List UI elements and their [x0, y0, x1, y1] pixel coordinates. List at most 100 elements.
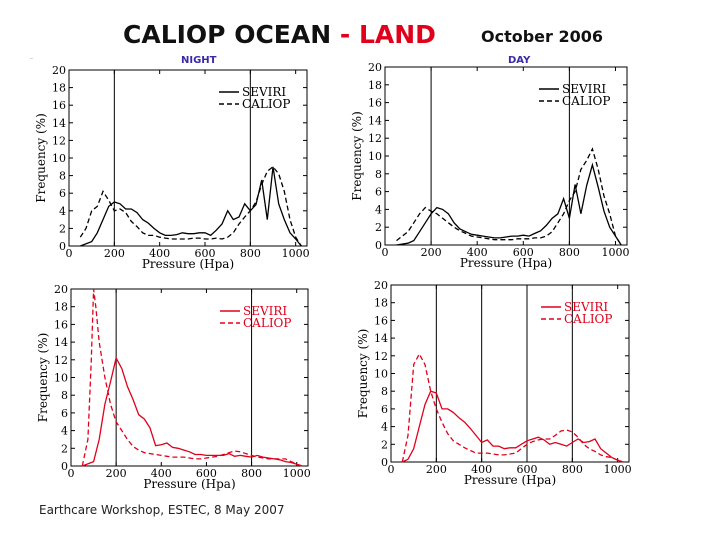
chart0-legend-label: CALIOP — [242, 97, 290, 111]
chart0-ytick-label: 4 — [59, 205, 66, 218]
chart0-ytick-label: 8 — [59, 170, 66, 183]
chart3-ytick-label: 6 — [381, 403, 388, 416]
chart2-series-caliop — [81, 288, 303, 467]
chart1-xtick-label: 200 — [421, 246, 442, 259]
chart1-xlabel: Pressure (Hpa) — [460, 256, 552, 270]
chart0-legend-label: SEVIRI — [242, 85, 286, 99]
chart1-ytick-label: 10 — [368, 150, 382, 163]
chart0-ytick-label: 6 — [59, 187, 66, 200]
chart2-legend-label: CALIOP — [243, 316, 291, 330]
chart3-ytick-label: 18 — [374, 297, 388, 310]
chart2-xtick-label: 1000 — [283, 467, 311, 480]
title-land: LAND — [358, 20, 436, 49]
night-label: NIGHT — [181, 55, 217, 66]
chart1-ytick-label: 18 — [368, 79, 382, 92]
chart2-ytick-label: 8 — [61, 389, 68, 402]
chart0-ytick-label: 2 — [59, 222, 66, 235]
chart2-ytick-label: 20 — [54, 283, 68, 296]
chart0-xtick-label: 600 — [195, 247, 216, 260]
chart2-ytick-label: 2 — [61, 442, 68, 455]
chart0-ytick-label: 14 — [52, 117, 66, 130]
chart3-series-seviri — [402, 390, 624, 463]
chart1-xtick-label: 0 — [382, 246, 389, 259]
chart2-xtick-label: 600 — [196, 467, 217, 480]
chart3-ytick-label: 2 — [381, 438, 388, 451]
page-title: CALIOP OCEAN - LAND — [123, 20, 436, 49]
chart3-ylabel: Frequency (%) — [356, 329, 370, 418]
chart3-xtick-label: 800 — [562, 463, 583, 476]
chart2-ytick-label: 6 — [61, 407, 68, 420]
chart1-ytick-label: 12 — [368, 132, 382, 145]
chart0-xtick-label: 400 — [149, 247, 170, 260]
chart1-xtick-label: 1000 — [601, 246, 629, 259]
chart0-series-seviri — [80, 166, 302, 247]
chart2-ytick-label: 14 — [54, 336, 68, 349]
chart1-ylabel: Frequency (%) — [350, 111, 364, 200]
chart3-xtick-label: 600 — [517, 463, 538, 476]
chart3-ytick-label: 10 — [374, 368, 388, 381]
chart2-series-seviri — [82, 356, 303, 467]
chart1-ytick-label: 2 — [375, 221, 382, 234]
chart3-ytick-label: 8 — [381, 385, 388, 398]
chart3-xtick-label: 1000 — [604, 463, 632, 476]
chart1-ytick-label: 14 — [368, 114, 382, 127]
title-dash: - — [331, 20, 359, 49]
chart3-xtick-label: 0 — [388, 463, 395, 476]
chart0-xtick-label: 800 — [240, 247, 261, 260]
chart0-xlabel: Pressure (Hpa) — [142, 257, 234, 271]
chart1-xtick-label: 600 — [513, 246, 534, 259]
chart0-ylabel: Frequency (%) — [34, 113, 48, 202]
chart3-ytick-label: 4 — [381, 421, 388, 434]
chart3-ytick-label: 16 — [374, 314, 388, 327]
chart0-ytick-label: 10 — [52, 152, 66, 165]
chart0-ytick-label: 0 — [59, 240, 66, 253]
chart3-ytick-label: 20 — [374, 279, 388, 292]
chart3-series-caliop — [401, 352, 624, 463]
chart2-legend-label: SEVIRI — [243, 304, 287, 318]
chart2-xlabel: Pressure (Hpa) — [143, 477, 235, 491]
chart1-series-caliop — [396, 147, 622, 246]
chart3-ytick-label: 14 — [374, 332, 388, 345]
chart2-ytick-label: 16 — [54, 318, 68, 331]
chart0-series-caliop — [79, 165, 302, 247]
chart2-ytick-label: 10 — [54, 372, 68, 385]
footer-text: Earthcare Workshop, ESTEC, 8 May 2007 — [39, 503, 285, 517]
chart3-ytick-label: 12 — [374, 350, 388, 363]
chart2-xtick-label: 200 — [106, 467, 127, 480]
chart0-ytick-label: 12 — [52, 134, 66, 147]
chart2-ylabel: Frequency (%) — [36, 333, 50, 422]
chart1-ytick-label: 0 — [375, 239, 382, 252]
chart1-ytick-label: 8 — [375, 168, 382, 181]
chart2-ytick-label: 12 — [54, 354, 68, 367]
chart1-legend-label: CALIOP — [562, 94, 610, 108]
chart0-xtick-label: 200 — [104, 247, 125, 260]
chart1-ytick-label: 6 — [375, 186, 382, 199]
chart0-ytick-label: 18 — [52, 82, 66, 95]
chart1-ytick-label: 20 — [368, 61, 382, 74]
chart3-xtick-label: 400 — [471, 463, 492, 476]
chart1-series-seviri — [396, 162, 622, 246]
chart3-xtick-label: 200 — [426, 463, 447, 476]
date-label: October 2006 — [481, 27, 604, 46]
chart2-xtick-label: 400 — [151, 467, 172, 480]
title-ocean: CALIOP OCEAN — [123, 20, 332, 49]
chart3-legend-label: CALIOP — [564, 312, 612, 326]
chart3-ytick-label: 0 — [381, 456, 388, 469]
chart0-xtick-label: 0 — [66, 247, 73, 260]
chart2-ytick-label: 4 — [61, 425, 68, 438]
corner-mark: – — [30, 56, 33, 62]
chart2-ytick-label: 18 — [54, 301, 68, 314]
chart2-ytick-label: 0 — [61, 460, 68, 473]
chart3-xlabel: Pressure (Hpa) — [464, 473, 556, 487]
chart0-ytick-label: 20 — [52, 64, 66, 77]
chart2-xtick-label: 0 — [68, 467, 75, 480]
chart1-ytick-label: 16 — [368, 97, 382, 110]
chart0-xtick-label: 1000 — [282, 247, 310, 260]
chart0-ytick-label: 16 — [52, 99, 66, 112]
chart1-xtick-label: 800 — [559, 246, 580, 259]
day-label: DAY — [508, 55, 531, 66]
